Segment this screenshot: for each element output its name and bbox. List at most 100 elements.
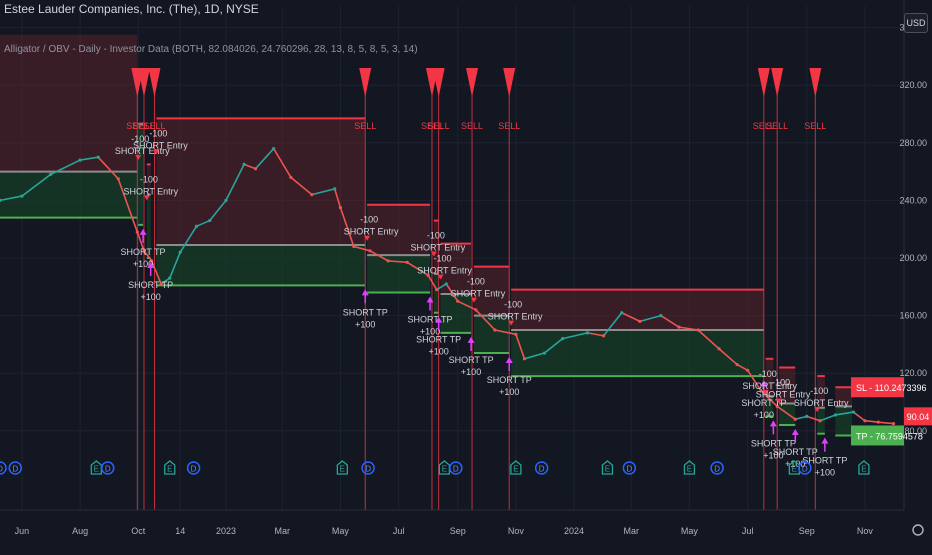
event-letter: E [687, 465, 692, 474]
price-segment [369, 250, 389, 262]
exit-qty-label: +100 [499, 387, 519, 397]
entry-down-arrow-icon [762, 389, 769, 395]
price-point [426, 273, 430, 277]
price-segment [806, 415, 821, 422]
x-tick-label: Aug [72, 526, 88, 536]
price-point [116, 177, 120, 181]
sell-label: SELL [766, 121, 788, 131]
last-price-label: 90.04 [907, 412, 930, 422]
sell-label: SELL [461, 121, 483, 131]
dividend-icon [186, 461, 201, 475]
last-price-tag [904, 407, 932, 426]
trade-risk-zone [146, 164, 151, 195]
price-segment [196, 219, 211, 228]
price-segment [475, 309, 496, 331]
price-segment [602, 312, 623, 337]
price-point [142, 249, 146, 253]
price-point [561, 337, 565, 341]
price-segment [272, 148, 292, 178]
entry-qty-label: -100 [810, 386, 828, 396]
price-segment [587, 332, 604, 337]
price-point [338, 206, 343, 210]
y-tick-label: 280.00 [899, 138, 927, 148]
trade-reward-zone [440, 294, 472, 333]
short-entry-label: SHORT Entry [411, 243, 466, 253]
price-segment [79, 156, 99, 161]
entry-qty-label: -100 [427, 231, 445, 241]
dividend-icon [0, 461, 7, 475]
x-tick-label: 2024 [564, 526, 584, 536]
x-tick-label: Oct [131, 526, 146, 536]
trade-reward-zone [433, 273, 439, 313]
price-segment [168, 251, 181, 279]
sell-arrow-icon [771, 68, 784, 97]
tp-up-arrow-icon [139, 228, 147, 235]
trade-risk-zone [765, 358, 774, 397]
price-point [333, 187, 337, 191]
sell-label: SELL [498, 121, 520, 131]
current-reward-zone [835, 406, 852, 436]
price-segment [445, 283, 459, 302]
short-tp-label: SHORT TP [751, 438, 796, 448]
entry-qty-label: -100 [772, 377, 790, 387]
sell-arrow-icon [432, 68, 445, 97]
exit-qty-label: +100 [815, 468, 835, 478]
trade-risk-zone [511, 289, 764, 330]
trade-risk-zone [779, 367, 796, 404]
price-point [876, 420, 880, 424]
price-segment [339, 207, 355, 247]
price-segment [143, 250, 153, 262]
trade-reward-zone [138, 124, 144, 225]
price-segment [718, 348, 738, 366]
x-tick-label: Nov [857, 526, 874, 536]
price-segment [150, 260, 162, 285]
price-point [48, 172, 53, 177]
price-point [602, 334, 606, 338]
short-tp-label: SHORT TP [741, 398, 786, 408]
entry-qty-label: -100 [504, 300, 522, 310]
price-point [20, 194, 24, 198]
exit-qty-label: +100 [141, 292, 161, 302]
earnings-icon [438, 460, 451, 475]
currency-button[interactable]: USD [904, 13, 928, 33]
x-tick-label: Sep [799, 526, 815, 536]
short-entry-label: SHORT Entry [488, 312, 543, 322]
tp-tag-label: TP - 76.7594578 [856, 431, 923, 441]
exit-qty-label: +100 [355, 319, 375, 329]
price-point [135, 230, 139, 234]
x-tick-label: 2023 [216, 526, 236, 536]
price-point [585, 331, 590, 335]
short-tp-label: SHORT TP [487, 375, 532, 385]
exit-qty-label: +100 [133, 259, 153, 269]
trade-risk-zone [473, 266, 510, 316]
price-segment [736, 363, 748, 372]
sell-arrow-icon [809, 68, 822, 97]
x-tick-label: May [332, 526, 350, 536]
price-point [368, 249, 372, 253]
price-point [444, 282, 448, 286]
price-point [638, 319, 642, 323]
earnings-icon [601, 460, 614, 475]
entry-down-arrow-icon [508, 320, 515, 326]
short-entry-label: SHORT Entry [794, 398, 849, 408]
x-tick-label: Jul [393, 526, 405, 536]
short-entry-label: SHORT Entry [124, 186, 179, 196]
entry-qty-label: -100 [434, 254, 452, 264]
tp-up-arrow-icon [769, 420, 777, 427]
short-entry-label: SHORT Entry [417, 266, 472, 276]
event-letter: E [442, 465, 447, 474]
entry-qty-label: -100 [131, 134, 149, 144]
earnings-icon [164, 460, 176, 475]
price-segment [864, 419, 879, 423]
price-segment [21, 173, 52, 197]
price-segment [209, 199, 227, 222]
price-segment [333, 188, 342, 208]
price-point [242, 162, 246, 166]
exit-qty-label: +100 [785, 459, 805, 469]
indicator-legend[interactable]: Alligator / OBV - Daily - Investor Data … [4, 44, 418, 55]
short-tp-label: SHORT TP [408, 315, 453, 325]
price-point [522, 357, 527, 361]
short-entry-label: SHORT Entry [344, 227, 399, 237]
